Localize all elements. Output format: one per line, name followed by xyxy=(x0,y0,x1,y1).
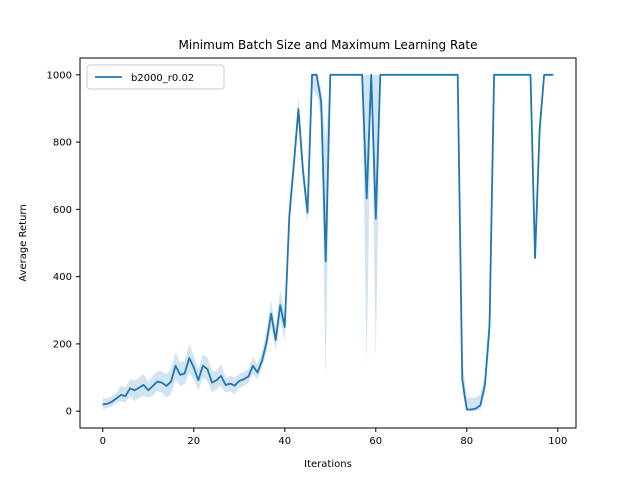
confidence-band-series-0 xyxy=(102,74,554,412)
plot-area xyxy=(102,73,554,412)
confidence-band-layer xyxy=(102,74,554,412)
legend-box xyxy=(86,64,225,90)
x-tick-label: 0 xyxy=(100,436,106,447)
series-line-0 xyxy=(102,73,554,411)
x-tick-label: 60 xyxy=(369,436,382,447)
y-tick-label: 200 xyxy=(53,339,72,350)
series-line-layer xyxy=(102,73,554,411)
axes-frame xyxy=(79,57,577,429)
legend: b2000_r0.02 xyxy=(86,64,225,90)
x-tick-label: 80 xyxy=(460,436,473,447)
chart-title: Minimum Batch Size and Maximum Learning … xyxy=(179,38,478,52)
y-axis-label: Average Return xyxy=(18,204,29,281)
y-tick-label: 400 xyxy=(53,272,72,283)
x-axis-label: Iterations xyxy=(304,459,352,470)
x-tick-label: 40 xyxy=(278,436,291,447)
x-tick-label: 100 xyxy=(548,436,567,447)
y-tick-label: 1000 xyxy=(47,70,72,81)
y-tick-label: 0 xyxy=(66,407,72,418)
x-axis-ticks: 0 20 40 60 80 100 xyxy=(100,428,567,447)
y-axis-ticks: 0 200 400 600 800 1000 xyxy=(47,70,80,418)
y-tick-label: 800 xyxy=(53,138,72,149)
legend-label-b2000-r0.02: b2000_r0.02 xyxy=(131,73,194,84)
x-tick-label: 20 xyxy=(187,436,200,447)
y-tick-label: 600 xyxy=(53,205,72,216)
